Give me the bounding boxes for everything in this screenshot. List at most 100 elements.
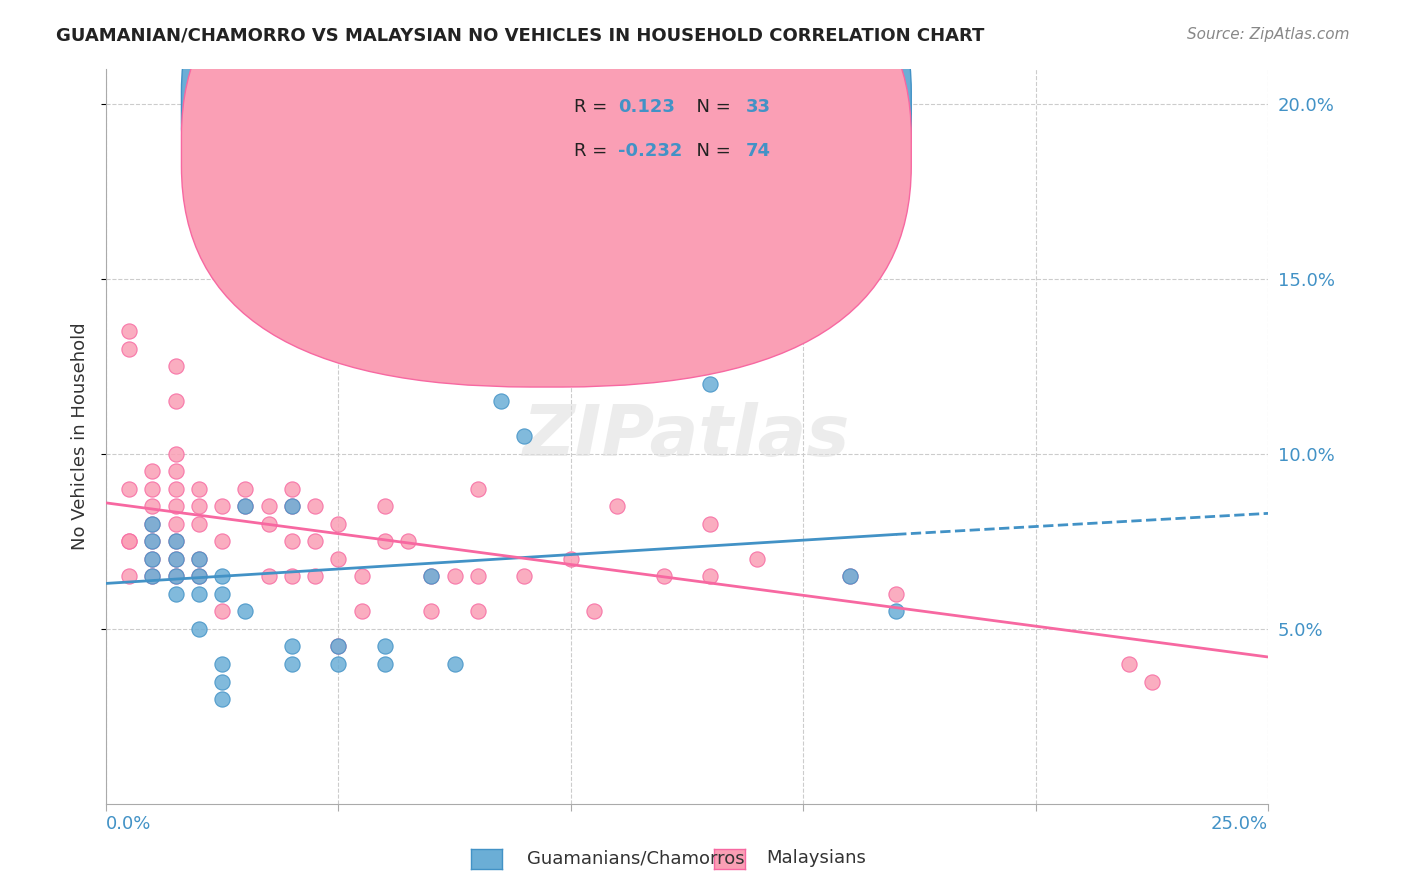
Point bbox=[420, 569, 443, 583]
Text: Malaysians: Malaysians bbox=[766, 849, 866, 867]
Point bbox=[582, 604, 605, 618]
Point bbox=[374, 500, 396, 514]
Point bbox=[699, 376, 721, 391]
Point bbox=[211, 500, 233, 514]
Text: 33: 33 bbox=[747, 98, 772, 116]
Point bbox=[745, 552, 768, 566]
Point bbox=[443, 657, 465, 671]
Point bbox=[838, 569, 860, 583]
Point bbox=[211, 604, 233, 618]
Point bbox=[141, 482, 163, 496]
Point bbox=[374, 534, 396, 549]
Point bbox=[235, 254, 257, 268]
Point bbox=[281, 640, 304, 654]
Point bbox=[141, 500, 163, 514]
Point bbox=[187, 587, 209, 601]
Point bbox=[211, 692, 233, 706]
Text: 0.0%: 0.0% bbox=[105, 815, 152, 833]
Point bbox=[467, 604, 489, 618]
Point bbox=[165, 569, 187, 583]
Text: R =: R = bbox=[574, 142, 613, 160]
Point bbox=[118, 324, 141, 338]
Point bbox=[141, 516, 163, 531]
Point bbox=[281, 500, 304, 514]
Point bbox=[211, 674, 233, 689]
Text: 0.123: 0.123 bbox=[619, 98, 675, 116]
Point bbox=[884, 604, 907, 618]
Point bbox=[328, 516, 350, 531]
Point bbox=[396, 534, 419, 549]
Point bbox=[257, 569, 280, 583]
Point bbox=[838, 569, 860, 583]
Point bbox=[141, 534, 163, 549]
Point bbox=[165, 569, 187, 583]
Point bbox=[235, 500, 257, 514]
Point bbox=[211, 569, 233, 583]
Point bbox=[560, 552, 582, 566]
Point bbox=[652, 569, 675, 583]
Point bbox=[141, 569, 163, 583]
Point bbox=[165, 482, 187, 496]
Point bbox=[187, 569, 209, 583]
Point bbox=[165, 447, 187, 461]
Point bbox=[187, 516, 209, 531]
Point bbox=[281, 534, 304, 549]
Point bbox=[257, 500, 280, 514]
Point bbox=[1118, 657, 1140, 671]
Text: N =: N = bbox=[685, 142, 737, 160]
Text: 25.0%: 25.0% bbox=[1211, 815, 1268, 833]
Point bbox=[187, 552, 209, 566]
Point bbox=[281, 569, 304, 583]
Point bbox=[141, 552, 163, 566]
Point bbox=[350, 604, 373, 618]
Point bbox=[187, 552, 209, 566]
Text: Source: ZipAtlas.com: Source: ZipAtlas.com bbox=[1187, 27, 1350, 42]
Point bbox=[165, 552, 187, 566]
Point bbox=[235, 500, 257, 514]
Point bbox=[165, 552, 187, 566]
Point bbox=[513, 429, 536, 443]
Point bbox=[118, 534, 141, 549]
Point bbox=[187, 622, 209, 636]
Point bbox=[211, 657, 233, 671]
Point bbox=[304, 569, 326, 583]
Point bbox=[281, 657, 304, 671]
Point bbox=[281, 500, 304, 514]
Point bbox=[257, 516, 280, 531]
Point bbox=[467, 482, 489, 496]
Point bbox=[1140, 674, 1163, 689]
FancyBboxPatch shape bbox=[506, 72, 838, 186]
Point bbox=[420, 604, 443, 618]
Point bbox=[187, 482, 209, 496]
Point bbox=[141, 516, 163, 531]
FancyBboxPatch shape bbox=[181, 0, 911, 343]
Point bbox=[350, 569, 373, 583]
Text: ZIPatlas: ZIPatlas bbox=[523, 401, 851, 471]
Point bbox=[165, 359, 187, 374]
Point bbox=[165, 394, 187, 409]
Point bbox=[235, 482, 257, 496]
Point bbox=[141, 534, 163, 549]
Text: GUAMANIAN/CHAMORRO VS MALAYSIAN NO VEHICLES IN HOUSEHOLD CORRELATION CHART: GUAMANIAN/CHAMORRO VS MALAYSIAN NO VEHIC… bbox=[56, 27, 984, 45]
Text: R =: R = bbox=[574, 98, 613, 116]
Text: 74: 74 bbox=[747, 142, 772, 160]
Point bbox=[118, 569, 141, 583]
Point bbox=[513, 569, 536, 583]
Point bbox=[235, 184, 257, 198]
Point bbox=[467, 569, 489, 583]
Point bbox=[187, 500, 209, 514]
Point bbox=[187, 569, 209, 583]
Point bbox=[328, 640, 350, 654]
Point bbox=[141, 464, 163, 478]
Point bbox=[443, 569, 465, 583]
Point bbox=[699, 569, 721, 583]
Point bbox=[281, 482, 304, 496]
Point bbox=[211, 587, 233, 601]
Point bbox=[118, 534, 141, 549]
Point bbox=[165, 587, 187, 601]
Point bbox=[884, 587, 907, 601]
Text: -0.232: -0.232 bbox=[619, 142, 683, 160]
Point bbox=[606, 500, 628, 514]
Point bbox=[235, 604, 257, 618]
Point bbox=[165, 500, 187, 514]
